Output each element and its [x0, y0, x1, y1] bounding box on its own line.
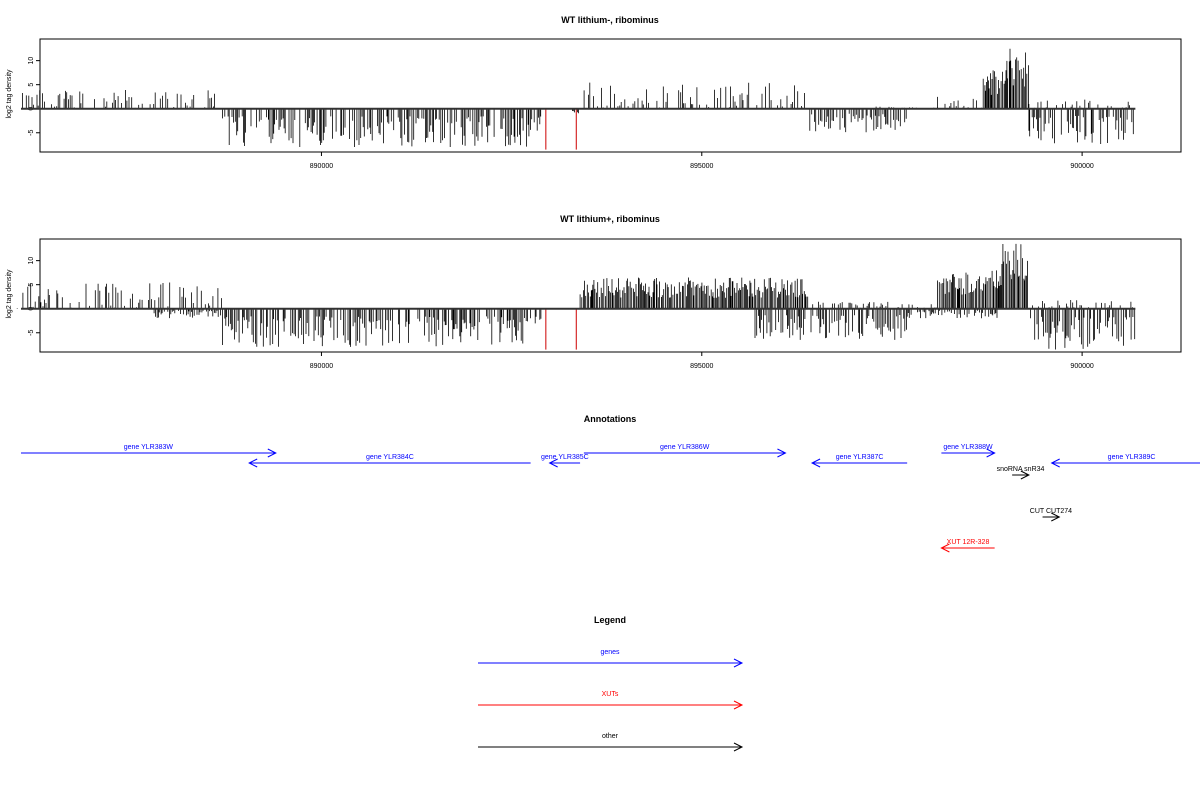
arrowhead-icon	[1020, 470, 1030, 480]
arrowhead-icon	[810, 458, 821, 468]
annotations-title: Annotations	[584, 414, 637, 424]
x-tick-label: 895000	[690, 163, 713, 170]
positive-strand-bars	[809, 301, 906, 309]
legend-items: genes XUTs other	[478, 649, 744, 752]
y-axis-label: log2 tag density	[6, 69, 13, 119]
arrowhead-icon	[777, 448, 787, 458]
annotation-feature: gene YLR389C	[1050, 454, 1200, 468]
panel-title: WT lithium+, ribominus	[560, 214, 660, 224]
feature-label: gene YLR386W	[660, 444, 710, 451]
arrowhead-icon	[733, 658, 744, 668]
legend-label: genes	[600, 649, 620, 656]
positive-strand-bars	[1005, 48, 1029, 109]
feature-label: gene YLR385C	[541, 454, 589, 461]
positive-strand-bars	[16, 282, 222, 309]
annotation-feature: gene YLR384C	[248, 454, 531, 468]
negative-strand-bars	[809, 108, 907, 133]
annotation-feature: snoRNA snR34	[997, 466, 1045, 480]
x-tick-label: 900000	[1070, 163, 1093, 170]
negative-strand-bars	[222, 308, 542, 347]
feature-label: gene YLR388W	[943, 444, 993, 451]
arrowhead-icon	[248, 458, 258, 468]
feature-label: snoRNA snR34	[997, 466, 1045, 473]
x-tick-label: 895000	[690, 363, 713, 370]
positive-strand-bars	[982, 70, 1006, 109]
x-tick-label: 900000	[1070, 363, 1093, 370]
annotation-feature: gene YLR388W	[941, 444, 996, 458]
signal-bars	[20, 48, 1136, 150]
y-tick-label: 5	[28, 283, 35, 287]
feature-label: gene YLR389C	[1108, 454, 1156, 461]
arrowhead-icon	[733, 742, 744, 752]
arrowhead-icon	[548, 458, 558, 468]
positive-strand-bars	[1032, 300, 1133, 309]
legend-entry: XUTs	[478, 691, 744, 710]
track-panel-lithium-minus: WT lithium-, ribominus log2 tag density …	[6, 15, 1182, 170]
annotation-feature: gene YLR387C	[810, 454, 908, 468]
legend: Legend genes XUTs other	[478, 615, 744, 752]
y-tick-label: 10	[28, 57, 35, 65]
axes: -50510890000895000900000	[28, 57, 1094, 170]
legend-title: Legend	[594, 615, 626, 625]
feature-label: XUT 12R-328	[947, 539, 990, 546]
feature-label: gene YLR384C	[366, 454, 414, 461]
annotation-feature: CUT CUT274	[1030, 508, 1072, 522]
track-panel-lithium-plus: WT lithium+, ribominus log2 tag density …	[6, 214, 1182, 370]
signal-bars	[16, 243, 1136, 350]
arrowhead-icon	[1050, 458, 1060, 468]
negative-strand-bars	[754, 308, 907, 340]
y-tick-label: -5	[28, 330, 35, 336]
y-axis-label: log2 tag density	[6, 269, 13, 319]
legend-entry: genes	[478, 649, 744, 668]
x-tick-label: 890000	[310, 163, 333, 170]
annotation-feature: gene YLR385C	[541, 454, 589, 468]
annotation-feature: XUT 12R-328	[940, 539, 995, 553]
plot-frame	[39, 238, 1182, 353]
arrowhead-icon	[940, 543, 950, 553]
y-tick-label: 5	[28, 83, 35, 87]
x-tick-label: 890000	[310, 363, 333, 370]
positive-strand-bars	[22, 90, 215, 109]
legend-label: other	[602, 733, 619, 740]
positive-strand-bars	[937, 96, 982, 109]
legend-label: XUTs	[602, 691, 619, 698]
legend-entry: other	[478, 733, 744, 752]
negative-strand-bars	[1028, 108, 1134, 144]
negative-strand-bars	[153, 308, 221, 319]
annotation-feature: gene YLR386W	[583, 444, 787, 458]
feature-label: gene YLR387C	[836, 454, 884, 461]
positive-strand-bars	[937, 270, 999, 309]
positive-strand-bars	[998, 243, 1028, 309]
negative-strand-bars	[222, 108, 542, 147]
arrowhead-icon	[733, 700, 744, 710]
negative-strand-bars	[1030, 308, 1136, 350]
feature-label: CUT CUT274	[1030, 508, 1072, 515]
positive-strand-bars	[583, 82, 805, 109]
annotation-items: gene YLR383W gene YLR384C gene YLR385C gene…	[20, 444, 1200, 553]
feature-label: gene YLR383W	[124, 444, 174, 451]
y-tick-label: 10	[28, 257, 35, 265]
arrowhead-icon	[986, 448, 996, 458]
negative-strand-bars	[572, 108, 579, 114]
negative-strand-bars	[906, 308, 998, 319]
y-tick-label: -5	[28, 130, 35, 136]
positive-strand-bars	[579, 277, 809, 309]
positive-strand-bars	[1028, 99, 1136, 109]
arrowhead-icon	[1051, 512, 1061, 522]
arrowhead-icon	[267, 448, 277, 458]
annotation-feature: gene YLR383W	[20, 444, 277, 458]
panel-title: WT lithium-, ribominus	[561, 15, 659, 25]
